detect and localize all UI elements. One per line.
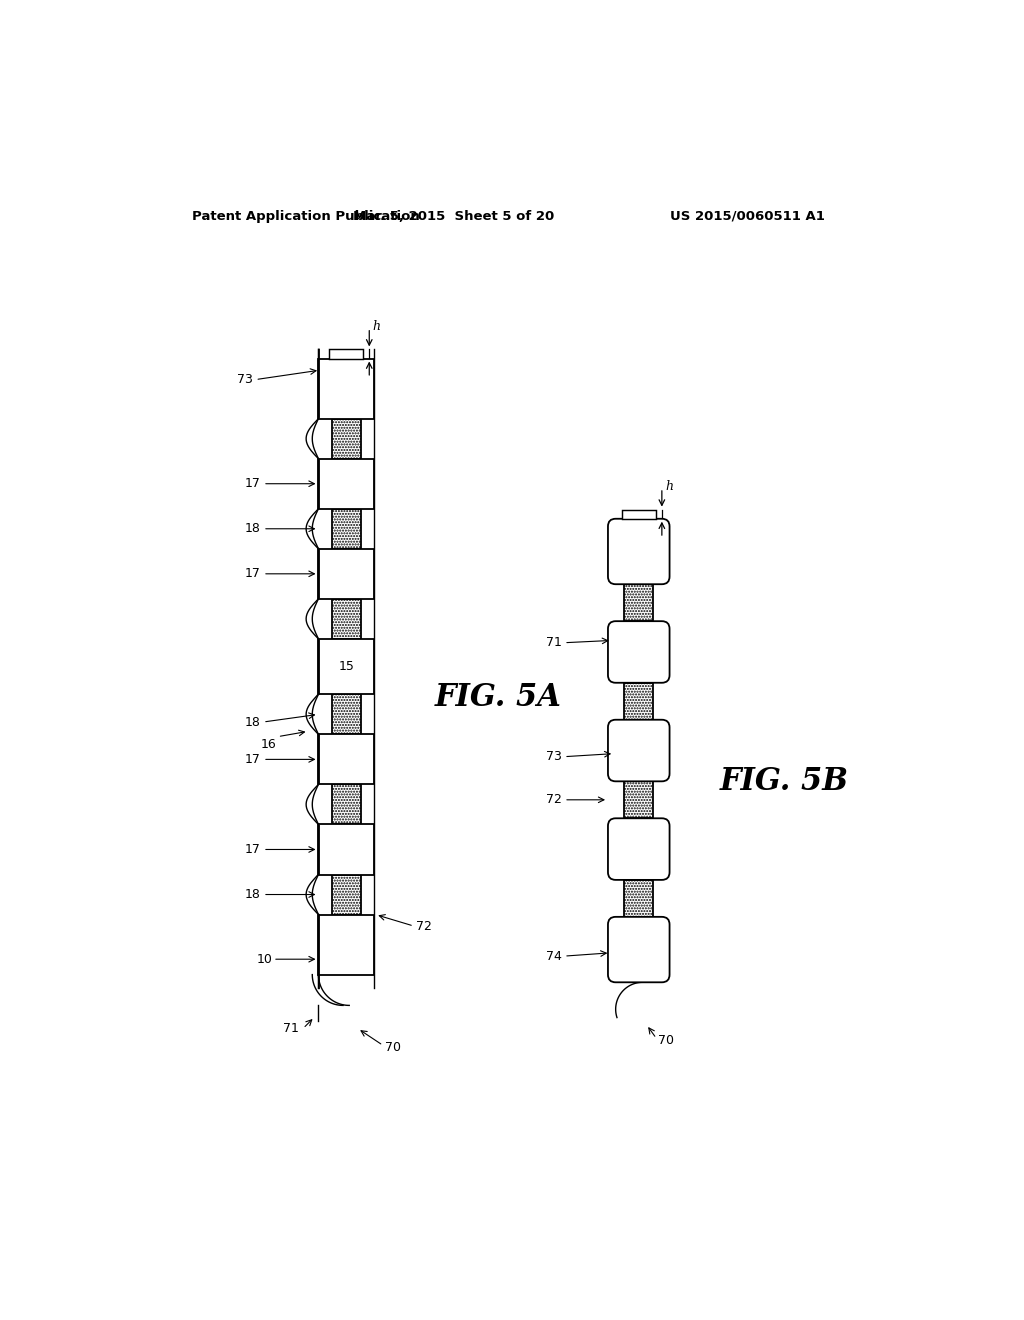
Text: 17: 17 <box>245 568 261 581</box>
FancyBboxPatch shape <box>608 917 670 982</box>
Text: 71: 71 <box>284 1022 299 1035</box>
Bar <box>332 418 360 459</box>
Bar <box>318 459 374 508</box>
Text: 18: 18 <box>245 523 261 536</box>
Text: US 2015/0060511 A1: US 2015/0060511 A1 <box>670 210 824 223</box>
Text: 17: 17 <box>245 843 261 855</box>
Text: 16: 16 <box>260 738 276 751</box>
Text: h: h <box>373 319 380 333</box>
Text: 72: 72 <box>546 793 562 807</box>
Text: FIG. 5B: FIG. 5B <box>720 766 849 797</box>
Text: 70: 70 <box>658 1034 674 1047</box>
Bar <box>625 682 653 719</box>
Bar <box>622 510 655 519</box>
Bar <box>625 880 653 917</box>
Text: 74: 74 <box>546 949 562 962</box>
Text: 18: 18 <box>245 715 261 729</box>
Bar <box>625 781 653 818</box>
FancyBboxPatch shape <box>608 519 670 585</box>
Text: 17: 17 <box>245 752 261 766</box>
Bar <box>332 874 360 915</box>
Bar <box>318 915 374 974</box>
Bar <box>318 734 374 784</box>
Bar <box>332 508 360 549</box>
Bar <box>330 350 364 359</box>
Text: Mar. 5, 2015  Sheet 5 of 20: Mar. 5, 2015 Sheet 5 of 20 <box>353 210 555 223</box>
Bar <box>625 585 653 622</box>
Bar <box>332 599 360 639</box>
Text: h: h <box>665 480 673 492</box>
Text: 70: 70 <box>385 1041 400 1055</box>
Bar <box>332 694 360 734</box>
Text: 72: 72 <box>416 920 432 933</box>
FancyBboxPatch shape <box>608 818 670 880</box>
Text: 18: 18 <box>245 888 261 902</box>
Text: Patent Application Publication: Patent Application Publication <box>193 210 420 223</box>
Text: 71: 71 <box>546 636 562 649</box>
Text: 73: 73 <box>238 374 253 387</box>
Text: 10: 10 <box>256 953 272 966</box>
Bar <box>318 825 374 875</box>
Bar <box>332 784 360 825</box>
Bar <box>318 359 374 418</box>
FancyBboxPatch shape <box>608 622 670 682</box>
Bar <box>318 549 374 599</box>
Text: 73: 73 <box>546 750 562 763</box>
Bar <box>318 639 374 694</box>
FancyBboxPatch shape <box>608 719 670 781</box>
Text: 17: 17 <box>245 478 261 490</box>
Text: 15: 15 <box>338 660 354 673</box>
Text: FIG. 5A: FIG. 5A <box>435 682 561 713</box>
